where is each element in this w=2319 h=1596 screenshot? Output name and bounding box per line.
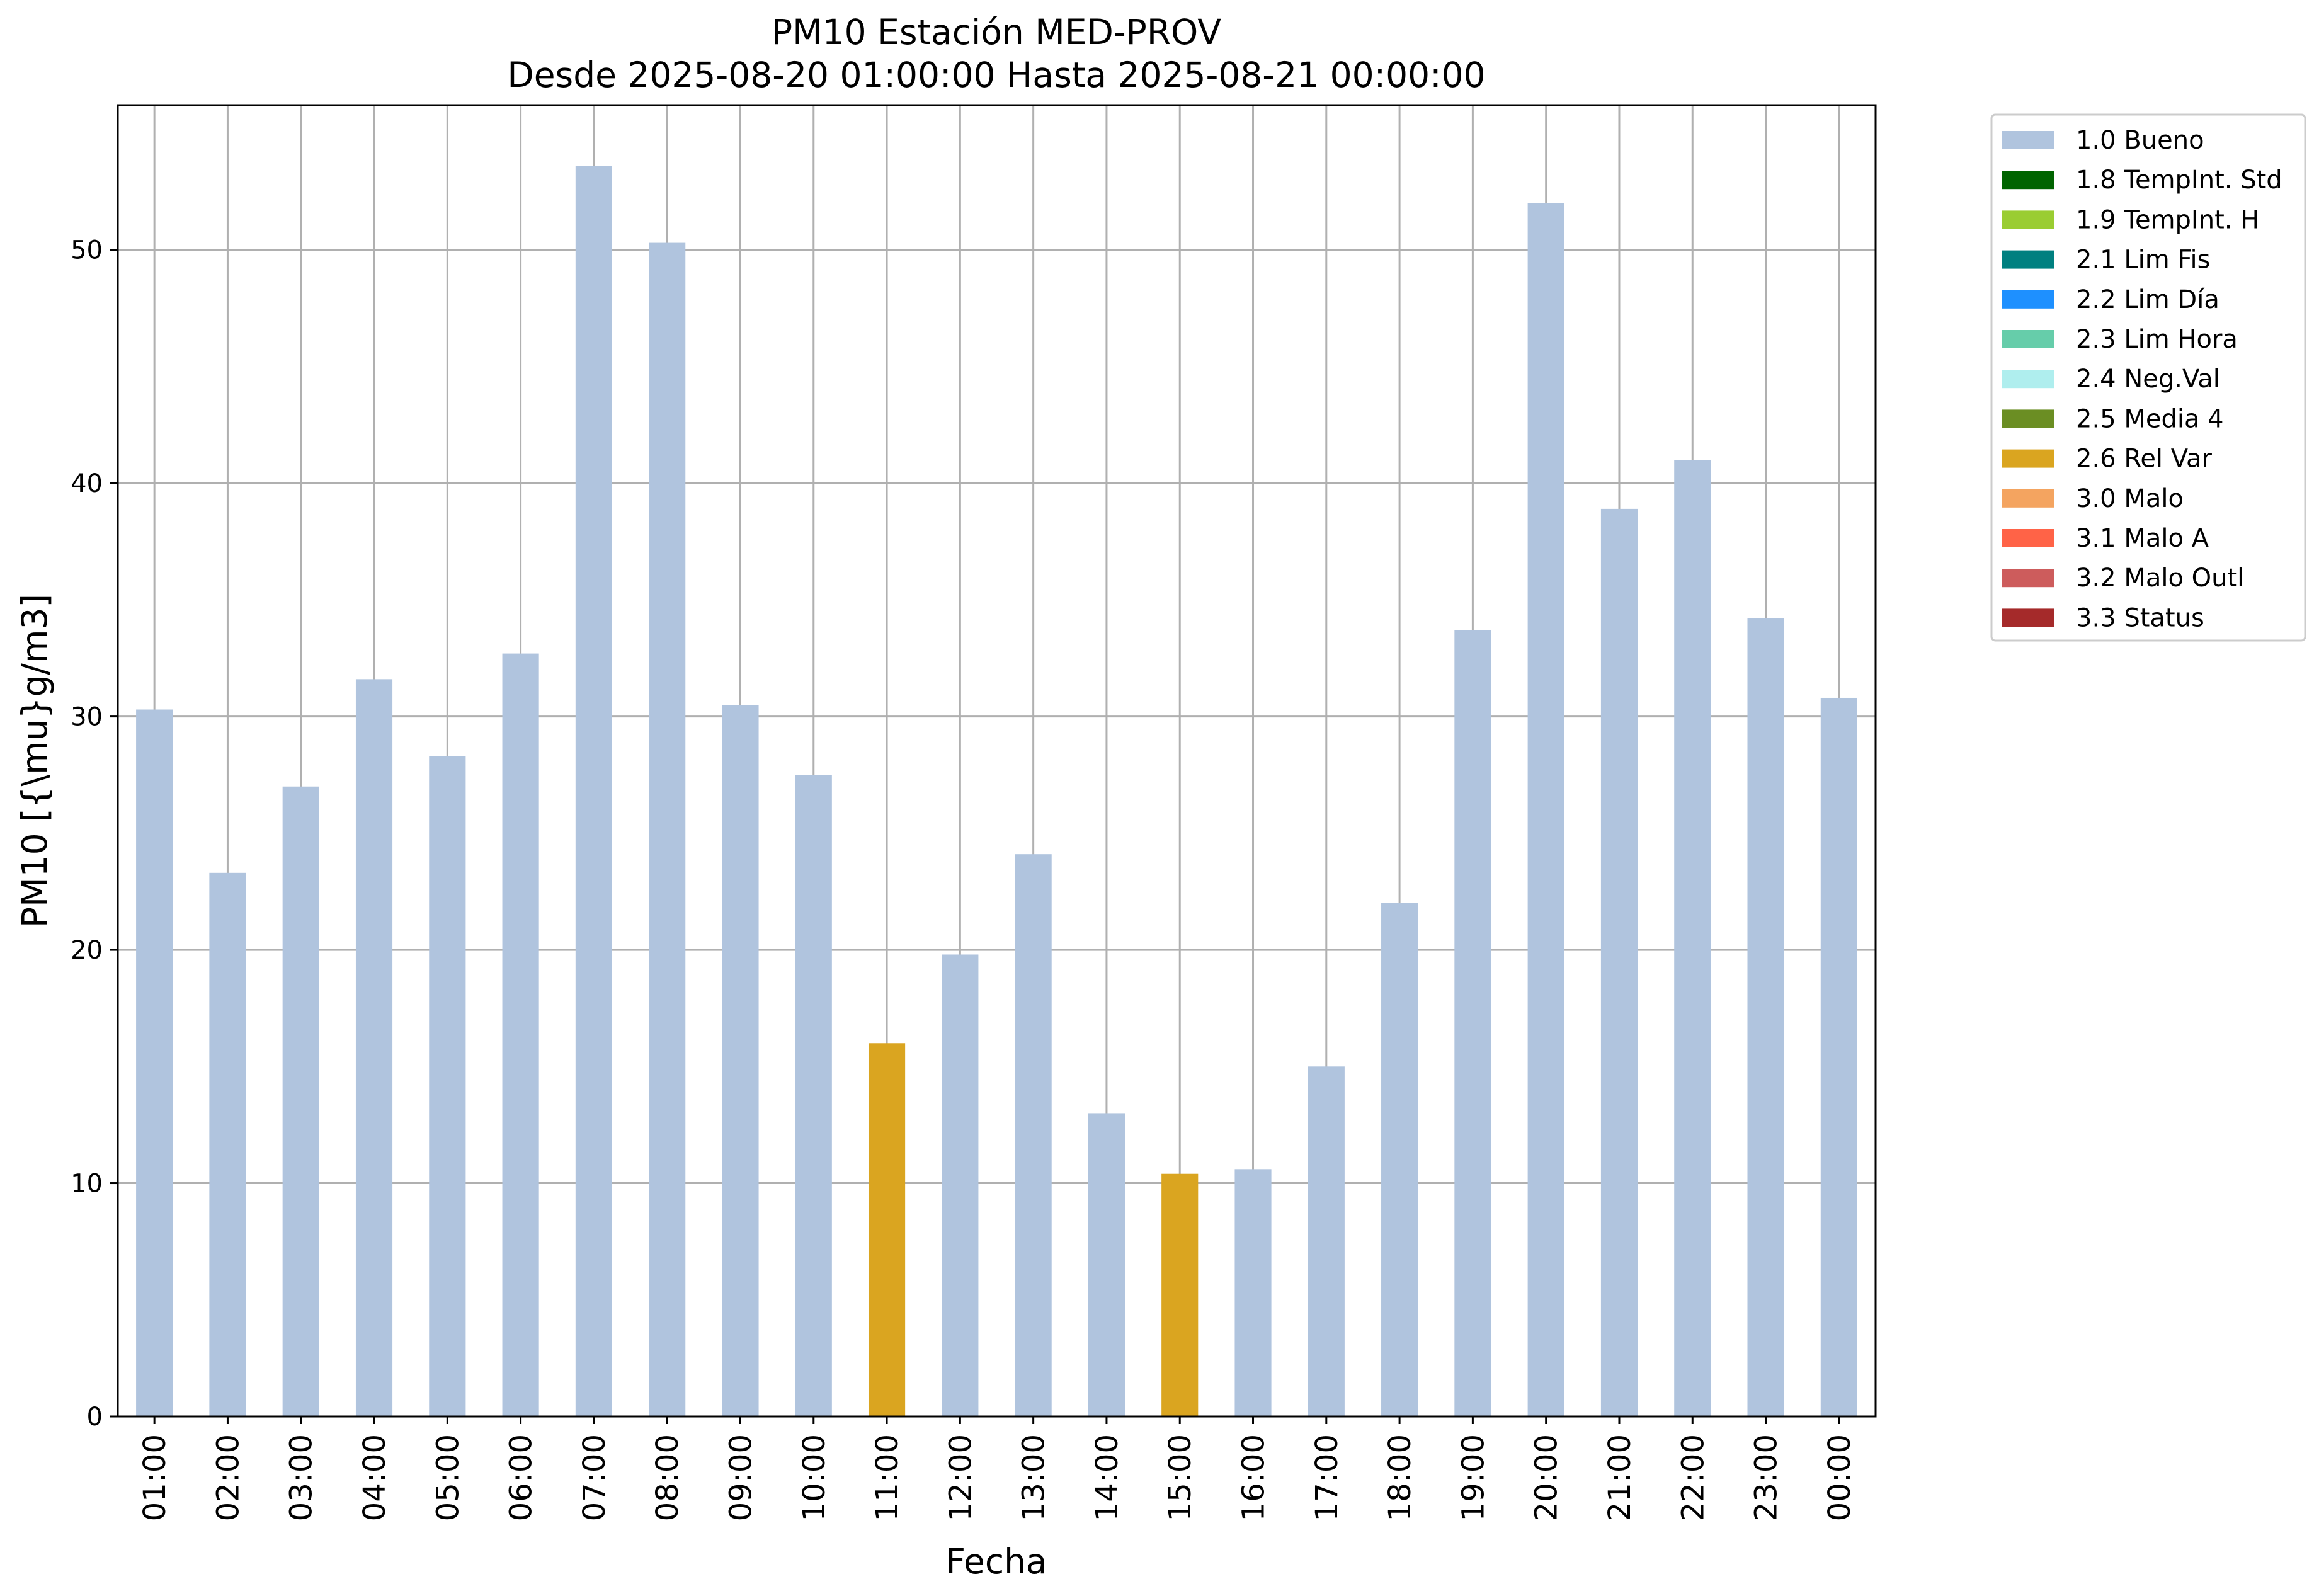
bar-1600 bbox=[1234, 1169, 1272, 1416]
y-tick-label: 10 bbox=[71, 1170, 103, 1199]
bar-0600 bbox=[502, 653, 539, 1416]
legend-label: 2.4 Neg.Val bbox=[2076, 365, 2220, 394]
legend-swatch bbox=[2002, 489, 2054, 508]
bars bbox=[136, 166, 1857, 1417]
bar-0400 bbox=[355, 679, 393, 1416]
x-tick-label: 17:00 bbox=[1309, 1434, 1345, 1521]
bar-0100 bbox=[136, 709, 173, 1416]
legend-swatch bbox=[2002, 250, 2054, 269]
x-tick-label: 12:00 bbox=[943, 1434, 978, 1521]
y-tick-label: 0 bbox=[87, 1403, 103, 1432]
bar-1400 bbox=[1088, 1113, 1125, 1416]
chart-subtitle: Desde 2025-08-20 01:00:00 Hasta 2025-08-… bbox=[507, 55, 1485, 95]
x-tick-label: 00:00 bbox=[1822, 1434, 1857, 1521]
legend-label: 2.2 Lim Día bbox=[2076, 285, 2219, 314]
x-tick-label: 23:00 bbox=[1749, 1434, 1784, 1521]
bar-2200 bbox=[1674, 460, 1711, 1416]
legend-label: 2.5 Media 4 bbox=[2076, 404, 2224, 433]
plot-frame bbox=[117, 104, 1877, 1418]
bar-0000 bbox=[1820, 697, 1857, 1416]
x-tick-label: 11:00 bbox=[870, 1434, 905, 1521]
x-tick-label: 05:00 bbox=[430, 1434, 465, 1521]
legend-swatch bbox=[2002, 210, 2054, 229]
x-tick-label: 14:00 bbox=[1090, 1434, 1125, 1521]
bar-1900 bbox=[1454, 630, 1491, 1416]
x-tick-label: 19:00 bbox=[1456, 1434, 1491, 1521]
y-axis-ticks: 0 10 20 30 40 50 bbox=[71, 236, 118, 1432]
legend-swatch bbox=[2002, 569, 2054, 588]
legend-label: 3.2 Malo Outl bbox=[2076, 564, 2244, 593]
legend-label: 2.1 Lim Fis bbox=[2076, 246, 2210, 275]
bar-0800 bbox=[649, 242, 686, 1416]
legend-label: 1.8 TempInt. Std bbox=[2076, 166, 2282, 195]
bar-1100 bbox=[868, 1043, 906, 1416]
legend-label: 3.1 Malo A bbox=[2076, 524, 2209, 553]
bar-1700 bbox=[1308, 1066, 1345, 1416]
x-tick-label: 10:00 bbox=[797, 1434, 832, 1521]
x-tick-label: 21:00 bbox=[1602, 1434, 1638, 1521]
bar-0500 bbox=[429, 756, 466, 1416]
legend-swatch bbox=[2002, 608, 2054, 627]
bar-0300 bbox=[282, 786, 319, 1416]
x-tick-label: 16:00 bbox=[1236, 1434, 1272, 1521]
legend-swatch bbox=[2002, 449, 2054, 468]
x-tick-label: 01:00 bbox=[137, 1434, 173, 1521]
bar-1000 bbox=[795, 775, 832, 1416]
legend-label: 2.3 Lim Hora bbox=[2076, 325, 2238, 354]
legend-label: 1.9 TempInt. H bbox=[2076, 205, 2259, 234]
bar-0700 bbox=[575, 166, 612, 1416]
y-axis-label: PM10 [{\mu}g/m3] bbox=[14, 594, 55, 928]
bar-1500 bbox=[1161, 1173, 1199, 1416]
y-tick-label: 50 bbox=[71, 236, 103, 265]
bar-2100 bbox=[1600, 508, 1638, 1416]
x-tick-label: 04:00 bbox=[357, 1434, 392, 1521]
bar-2300 bbox=[1747, 618, 1784, 1416]
legend-label: 3.0 Malo bbox=[2076, 484, 2184, 513]
legend-label: 1.0 Bueno bbox=[2076, 126, 2204, 155]
bar-1300 bbox=[1015, 854, 1052, 1416]
bar-0200 bbox=[209, 872, 246, 1416]
legend-swatch bbox=[2002, 171, 2054, 190]
bar-1200 bbox=[942, 954, 979, 1416]
x-tick-label: 08:00 bbox=[650, 1434, 685, 1521]
legend-box bbox=[1990, 113, 2306, 642]
legend-swatch bbox=[2002, 131, 2054, 149]
bar-2000 bbox=[1527, 203, 1564, 1417]
legend-swatch bbox=[2002, 529, 2054, 547]
legend: 1.0 Bueno 1.8 TempInt. Std 1.9 TempInt. H 2… bbox=[1990, 113, 2306, 642]
legend-swatch bbox=[2002, 290, 2054, 309]
legend-swatch bbox=[2002, 370, 2054, 389]
x-tick-label: 20:00 bbox=[1529, 1434, 1564, 1521]
x-tick-label: 07:00 bbox=[577, 1434, 612, 1521]
legend-label: 3.3 Status bbox=[2076, 603, 2204, 632]
x-axis-ticks: 01:00 02:00 03:00 04:00 05:00 06:00 07:00 08:00… bbox=[137, 1416, 1857, 1521]
y-tick-label: 30 bbox=[71, 703, 103, 732]
x-tick-label: 09:00 bbox=[723, 1434, 758, 1521]
x-tick-label: 15:00 bbox=[1163, 1434, 1198, 1521]
legend-swatch bbox=[2002, 330, 2054, 348]
x-tick-label: 06:00 bbox=[504, 1434, 539, 1521]
bar-1800 bbox=[1381, 903, 1418, 1416]
x-axis-label: Fecha bbox=[945, 1541, 1047, 1582]
x-tick-label: 22:00 bbox=[1675, 1434, 1711, 1521]
legend-swatch bbox=[2002, 409, 2054, 428]
legend-label: 2.6 Rel Var bbox=[2076, 445, 2213, 474]
chart-title: PM10 Estación MED-PROV bbox=[772, 12, 1221, 52]
x-tick-label: 02:00 bbox=[210, 1434, 246, 1521]
bar-0900 bbox=[722, 705, 759, 1416]
x-tick-label: 18:00 bbox=[1382, 1434, 1418, 1521]
x-tick-label: 03:00 bbox=[284, 1434, 319, 1521]
y-tick-label: 20 bbox=[71, 936, 103, 965]
y-tick-label: 40 bbox=[71, 469, 103, 498]
x-tick-label: 13:00 bbox=[1017, 1434, 1052, 1521]
